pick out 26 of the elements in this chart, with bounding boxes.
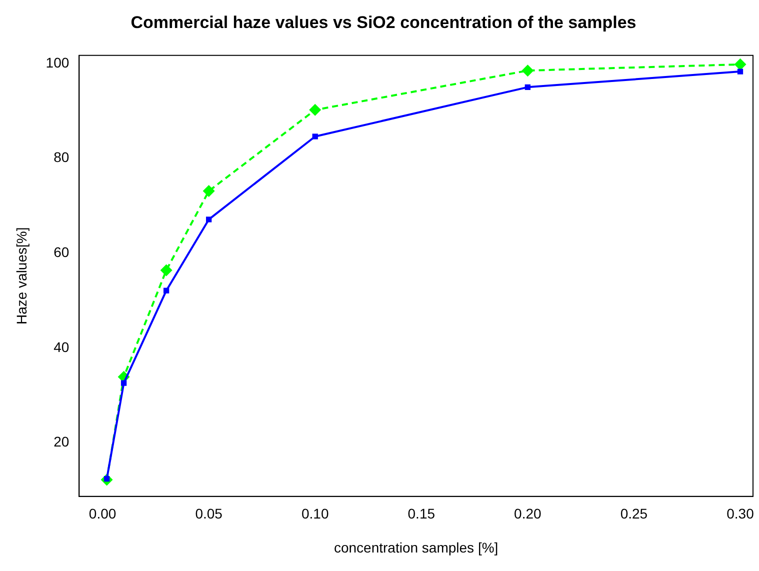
y-tick-label: 40: [54, 338, 70, 355]
x-axis-title: concentration samples [%]: [334, 539, 498, 556]
x-tick-label: 0.05: [195, 506, 223, 522]
y-tick-label: 80: [54, 149, 70, 166]
y-tick-label: 100: [46, 54, 70, 70]
chart-title: Commercial haze values vs SiO2 concentration of the samples: [130, 12, 636, 32]
point: [120, 380, 127, 386]
x-tick-label: 0.00: [88, 506, 116, 522]
point: [522, 64, 534, 77]
point: [163, 288, 170, 294]
x-tick-label: 0.10: [301, 506, 329, 522]
point: [160, 264, 172, 276]
x-tick-label: 0.20: [514, 506, 542, 522]
point: [206, 216, 212, 222]
point: [737, 68, 744, 74]
x-tick-label: 0.25: [620, 506, 648, 522]
point: [309, 104, 322, 116]
y-tick-label: 20: [54, 434, 70, 450]
point: [524, 84, 531, 90]
y-axis-title: Haze values[%]: [13, 227, 30, 325]
y-tick-label: 60: [54, 244, 70, 260]
point: [312, 134, 318, 140]
point: [202, 185, 215, 198]
point: [734, 58, 746, 70]
x-tick-label: 0.30: [726, 506, 754, 522]
x-tick-label: 0.15: [408, 506, 436, 522]
